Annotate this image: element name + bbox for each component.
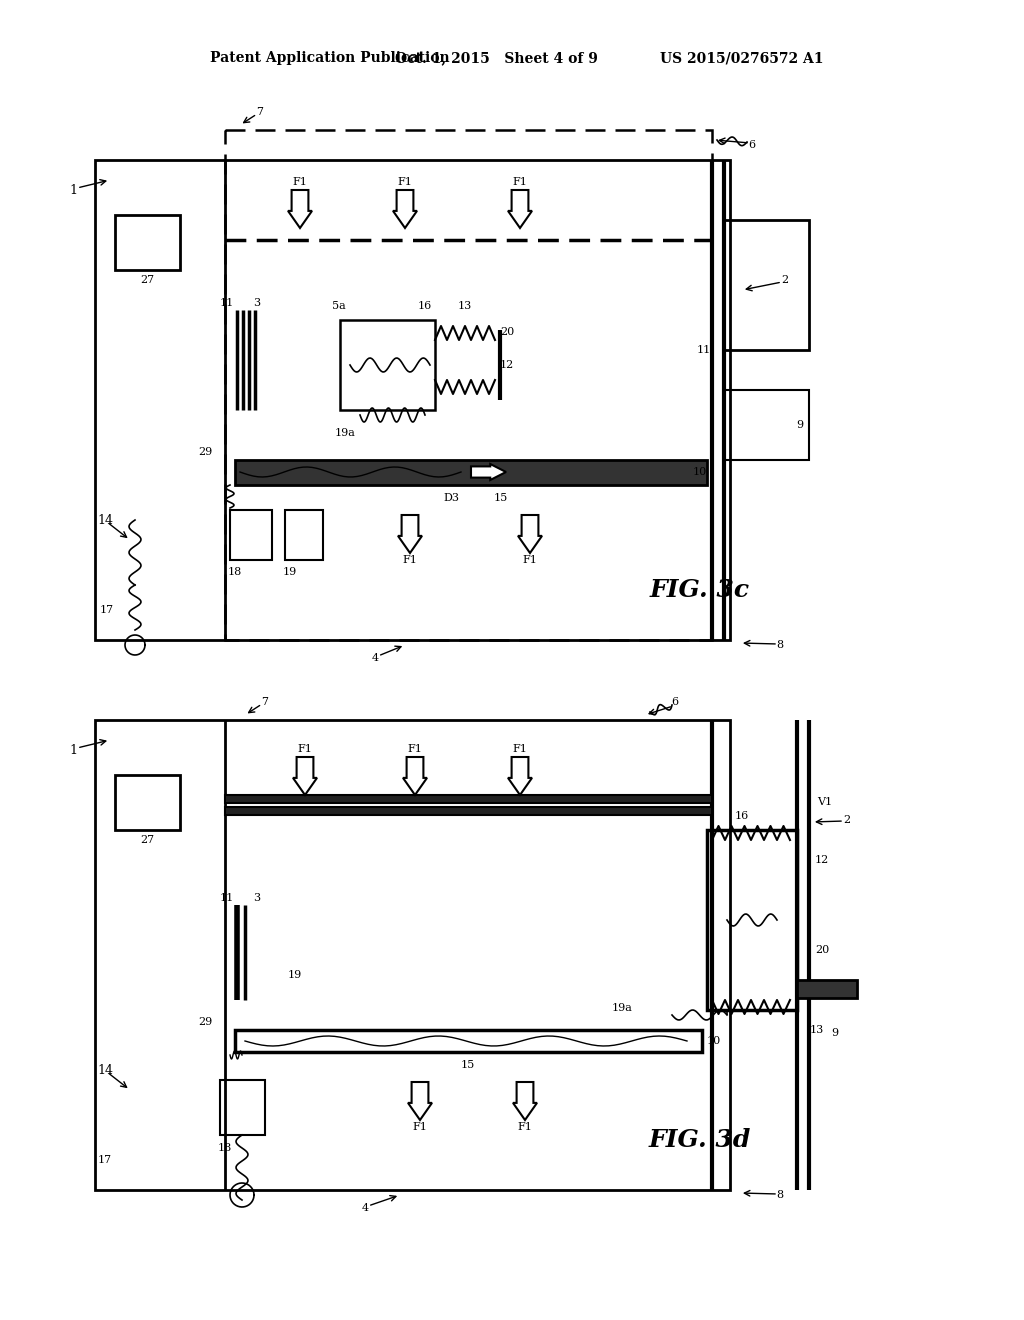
Bar: [234, 1030, 702, 1052]
Bar: [115, 215, 180, 271]
Text: 20: 20: [815, 945, 829, 954]
Text: 12: 12: [815, 855, 829, 865]
Text: 4: 4: [372, 653, 379, 663]
Text: F1: F1: [513, 744, 527, 754]
Text: F1: F1: [293, 177, 307, 187]
Bar: [797, 979, 857, 998]
Text: F1: F1: [402, 554, 418, 565]
Text: 18: 18: [218, 1143, 232, 1152]
Polygon shape: [393, 190, 417, 228]
Bar: [225, 807, 712, 814]
Text: F1: F1: [517, 1122, 532, 1133]
Text: 12: 12: [500, 360, 514, 370]
Text: 16: 16: [735, 810, 750, 821]
Text: 10: 10: [693, 467, 708, 477]
Text: F1: F1: [513, 177, 527, 187]
Bar: [285, 510, 323, 560]
Text: 9: 9: [831, 1028, 839, 1038]
Text: FIG. 3d: FIG. 3d: [649, 1129, 752, 1152]
Text: Patent Application Publication: Patent Application Publication: [210, 51, 450, 65]
Text: 11: 11: [697, 345, 711, 355]
Text: 10: 10: [707, 1036, 721, 1045]
Text: 8: 8: [776, 640, 783, 649]
Text: 8: 8: [776, 1191, 783, 1200]
Text: 1: 1: [69, 183, 77, 197]
Text: 14: 14: [97, 1064, 113, 1077]
Bar: [724, 220, 809, 350]
Text: 17: 17: [98, 1155, 112, 1166]
Text: V1: V1: [817, 797, 833, 807]
Text: 29: 29: [198, 1016, 212, 1027]
Text: 3: 3: [253, 894, 260, 903]
Text: 6: 6: [672, 697, 679, 708]
Text: US 2015/0276572 A1: US 2015/0276572 A1: [660, 51, 823, 65]
Text: 27: 27: [140, 836, 154, 845]
Text: 19: 19: [288, 970, 302, 979]
Text: 13: 13: [458, 301, 472, 312]
Bar: [340, 319, 435, 411]
Bar: [115, 775, 180, 830]
Text: 14: 14: [97, 513, 113, 527]
Bar: [95, 160, 730, 640]
Bar: [220, 1080, 265, 1135]
Bar: [95, 719, 730, 1191]
Text: 3: 3: [253, 298, 260, 308]
Text: F1: F1: [408, 744, 423, 754]
Text: 15: 15: [461, 1060, 475, 1071]
Text: Oct. 1, 2015   Sheet 4 of 9: Oct. 1, 2015 Sheet 4 of 9: [395, 51, 598, 65]
Text: 18: 18: [228, 568, 242, 577]
Text: 2: 2: [844, 814, 851, 825]
Bar: [234, 459, 707, 484]
Bar: [225, 129, 712, 640]
Text: 5a: 5a: [332, 301, 346, 312]
Text: F1: F1: [413, 1122, 427, 1133]
Text: 11: 11: [220, 298, 234, 308]
Text: 27: 27: [140, 275, 154, 285]
Text: 7: 7: [256, 107, 263, 117]
Text: FIG. 3c: FIG. 3c: [650, 578, 750, 602]
Bar: [724, 389, 809, 459]
Text: 20: 20: [500, 327, 514, 337]
Text: 7: 7: [261, 697, 268, 708]
Polygon shape: [471, 465, 506, 480]
Text: 6: 6: [749, 140, 756, 150]
Text: F1: F1: [397, 177, 413, 187]
Polygon shape: [403, 756, 427, 795]
Text: 2: 2: [781, 275, 788, 285]
Polygon shape: [518, 515, 542, 553]
Text: 19: 19: [283, 568, 297, 577]
Text: F1: F1: [522, 554, 538, 565]
Text: 19a: 19a: [611, 1003, 633, 1012]
Text: 9: 9: [797, 420, 804, 430]
Text: 17: 17: [100, 605, 114, 615]
Polygon shape: [408, 1082, 432, 1119]
Polygon shape: [508, 756, 532, 795]
Text: 1: 1: [69, 743, 77, 756]
Text: 19a: 19a: [335, 428, 355, 438]
Text: 13: 13: [810, 1026, 824, 1035]
Text: F1: F1: [298, 744, 312, 754]
Text: 4: 4: [361, 1203, 369, 1213]
Bar: [707, 830, 797, 1010]
Polygon shape: [398, 515, 422, 553]
Polygon shape: [513, 1082, 537, 1119]
Polygon shape: [288, 190, 312, 228]
Text: 15: 15: [494, 492, 508, 503]
Text: 29: 29: [198, 447, 212, 457]
Text: D3: D3: [443, 492, 459, 503]
Text: 11: 11: [220, 894, 234, 903]
Bar: [230, 510, 272, 560]
Polygon shape: [293, 756, 317, 795]
Text: 16: 16: [418, 301, 432, 312]
Polygon shape: [508, 190, 532, 228]
Bar: [225, 795, 712, 803]
